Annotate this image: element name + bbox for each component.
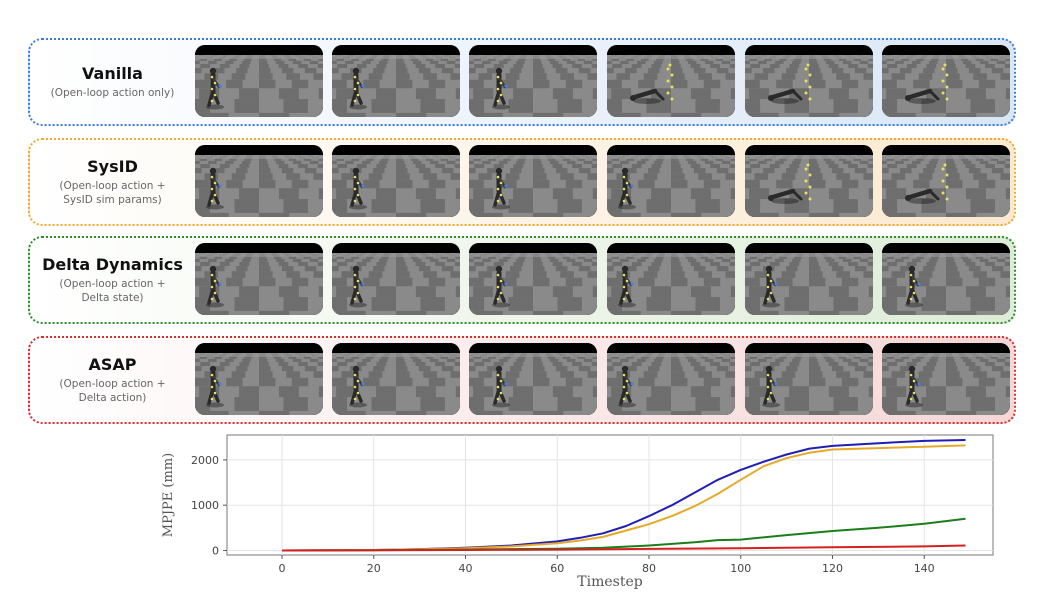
x-tick-label: 60 [550, 562, 564, 575]
simulation-frame [469, 243, 597, 315]
robot-figure [618, 167, 636, 210]
simulation-frame [607, 343, 735, 415]
series-line-1 [281, 444, 966, 552]
row-subtitle: (Open-loop action + SysID sim params) [59, 180, 166, 206]
simulation-frame [882, 45, 1010, 117]
robot-figure [618, 265, 636, 308]
robot-figure [492, 67, 510, 110]
robot-figure [768, 163, 812, 204]
plot-area [226, 434, 994, 556]
robot-figure [905, 365, 923, 408]
simulation-frame [607, 145, 735, 217]
row-label: Vanilla (Open-loop action only) [30, 40, 195, 124]
robot-figure [492, 265, 510, 308]
x-tick-label: 140 [914, 562, 935, 575]
simulation-frame [469, 343, 597, 415]
robot-figure [349, 265, 367, 308]
y-tick-label: 2000 [191, 454, 219, 467]
mpjpe-chart: 0 20 40 60 80 100 120 140 0 1000 2000 Timestep MPJPE… [150, 428, 1010, 610]
row-asap: ASAP (Open-loop action + Delta action) [28, 336, 1016, 424]
mpjpe-line-chart: 0 20 40 60 80 100 120 140 0 1000 2000 Timestep MPJPE… [161, 434, 994, 590]
simulation-frame [745, 243, 873, 315]
simulation-frame [745, 45, 873, 117]
x-axis-label: Timestep [577, 574, 642, 590]
row-label: ASAP (Open-loop action + Delta action) [30, 338, 195, 422]
row-label: SysID (Open-loop action + SysID sim param… [30, 140, 195, 224]
robot-figure [492, 167, 510, 210]
row-vanilla: Vanilla (Open-loop action only) [28, 38, 1016, 126]
row-sysid: SysID (Open-loop action + SysID sim param… [28, 138, 1016, 226]
row-title: ASAP [88, 355, 137, 374]
robot-figure [349, 167, 367, 210]
simulation-frame [882, 145, 1010, 217]
robot-figure [762, 265, 780, 308]
row-title: Delta Dynamics [42, 255, 183, 274]
simulation-frame [469, 145, 597, 217]
x-tick-label: 0 [279, 562, 286, 575]
robot-figure [905, 63, 949, 104]
x-tick-label: 80 [642, 562, 656, 575]
row-delta-dynamics: Delta Dynamics (Open-loop action + Delta … [28, 236, 1016, 324]
row-subtitle: (Open-loop action only) [50, 87, 175, 99]
robot-figure [206, 265, 224, 308]
simulation-frame [882, 243, 1010, 315]
robot-figure [762, 365, 780, 408]
robot-figure [905, 163, 949, 204]
x-tick-label: 20 [367, 562, 381, 575]
simulation-frame [745, 145, 873, 217]
robot-figure [206, 67, 224, 110]
robot-figure [905, 265, 923, 308]
simulation-frame [195, 243, 323, 315]
simulation-frame [607, 243, 735, 315]
robot-figure [768, 63, 812, 104]
simulation-frame [332, 343, 460, 415]
simulation-frame [332, 145, 460, 217]
x-tick-label: 100 [730, 562, 751, 575]
row-subtitle: (Open-loop action + Delta state) [59, 278, 166, 304]
y-axis-label: MPJPE (mm) [161, 453, 176, 537]
robot-figure [206, 167, 224, 210]
row-label: Delta Dynamics (Open-loop action + Delta … [30, 238, 195, 322]
robot-figure [349, 365, 367, 408]
simulation-frame [195, 45, 323, 117]
row-title: Vanilla [82, 64, 143, 83]
x-tick-label: 40 [459, 562, 473, 575]
row-subtitle: (Open-loop action + Delta action) [59, 378, 166, 404]
simulation-frame [332, 243, 460, 315]
simulation-frame [469, 45, 597, 117]
robot-figure [492, 365, 510, 408]
simulation-frame [332, 45, 460, 117]
simulation-frame [195, 145, 323, 217]
robot-figure [349, 67, 367, 110]
row-title: SysID [87, 157, 138, 176]
simulation-frame [745, 343, 873, 415]
y-tick-label: 0 [212, 544, 219, 557]
y-tick-label: 1000 [191, 499, 219, 512]
simulation-frame [195, 343, 323, 415]
simulation-frame [607, 45, 735, 117]
simulation-frame [882, 343, 1010, 415]
robot-figure [618, 365, 636, 408]
robot-figure [630, 63, 674, 104]
series-line-3 [281, 544, 966, 552]
x-tick-label: 120 [822, 562, 843, 575]
robot-figure [206, 365, 224, 408]
